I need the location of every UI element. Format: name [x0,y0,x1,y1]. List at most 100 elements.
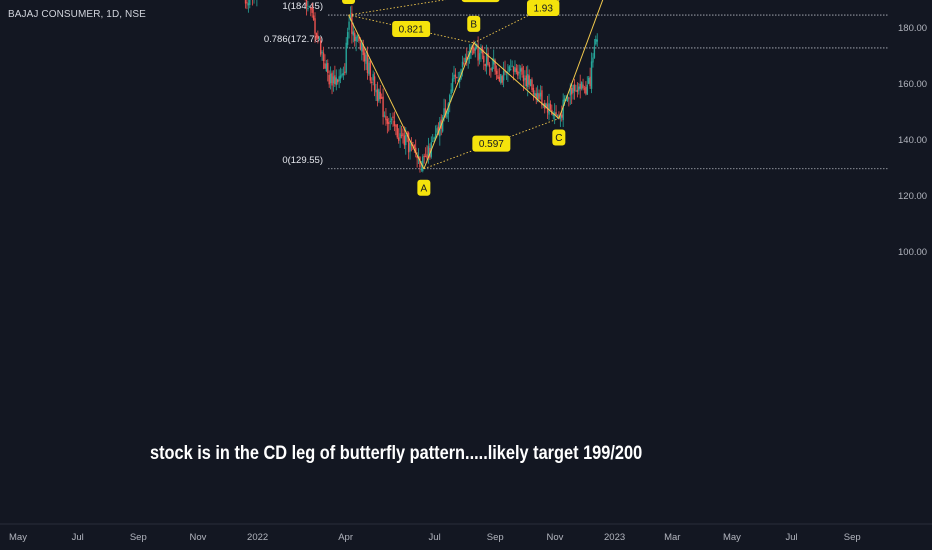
pattern-point-badge [467,15,481,32]
candle-body [351,12,353,34]
candle-body [443,108,445,119]
candle-body [467,58,469,60]
candle-body [585,86,587,94]
candle-body [372,74,374,81]
candle-body [562,99,564,120]
candle-body [319,40,322,55]
candle-body [409,142,411,152]
candle-body [474,48,476,51]
candle-body [524,78,526,80]
candle-body [349,15,352,20]
candle-body [356,36,359,38]
candle-body [519,68,522,72]
candle-body [592,57,594,63]
y-tick-label: 140.00 [898,135,927,146]
candle-body [449,95,451,104]
candle-body [393,120,396,126]
y-tick-label: 180.00 [898,23,927,34]
candle-body [335,77,337,86]
candle-body [517,71,519,76]
candle-body [466,56,468,61]
candle-body [464,57,467,63]
candle-body [310,8,312,10]
candle-body [515,68,518,72]
pattern-point-badge [417,179,431,196]
x-tick-label: 2022 [247,532,268,543]
candle-body [376,89,379,102]
candle-body [595,38,597,45]
candle-body [328,74,330,85]
candle-body [400,135,403,137]
candle-body [497,75,499,79]
candle-body [312,15,315,20]
candle-body [324,63,326,69]
candle-body [534,93,536,96]
candle-body [413,145,415,148]
candle-body [385,116,387,121]
candle-body [539,92,542,97]
candle-body [412,142,414,144]
pattern-ratio-label: 0.821 [399,24,424,35]
candle-body [576,89,579,93]
y-axis: 100.00120.00140.00160.00180.00200.00220.… [898,23,927,258]
x-tick-label: Nov [546,532,563,543]
fib-levels: 1.272(199.40)1(184.45)0.786(172.70)0(129… [264,1,888,170]
candle-body [338,76,340,82]
candle-body [432,140,434,142]
candle-body [461,61,464,68]
candle-body [327,63,329,73]
candle-body [572,84,574,93]
candle-body [363,52,366,62]
candle-body [371,81,373,84]
candle-body [500,74,502,84]
candle-body [346,32,349,45]
candle-body [501,76,503,83]
candle-body [399,133,401,139]
candle-body [388,122,390,125]
candle-body [410,144,413,146]
candle-body [334,75,336,85]
candle-body [590,61,593,89]
candle-body [535,93,537,100]
candle-body [362,44,364,56]
candle-body [427,146,430,157]
candle-body [494,60,496,72]
x-tick-label: Apr [338,532,353,543]
candle-body [433,137,435,140]
candle-body [478,53,481,60]
candle-body [521,67,523,75]
candle-body [512,67,515,72]
candle-body [580,82,583,89]
candle-body [354,32,356,42]
candle-body [322,52,325,61]
candle-body [422,156,424,171]
candle-body [386,119,389,124]
candle-body [468,51,471,59]
candle-body [529,79,532,87]
x-tick-label: Sep [844,532,861,543]
candle-body [249,0,251,5]
candle-body [558,115,560,118]
pattern-point-label: B [470,19,477,30]
pattern-leg-AB [423,42,475,169]
candle-body [423,155,425,157]
chart-annotation-text: stock is in the CD leg of butterfly patt… [150,443,643,464]
candle-body [317,35,319,39]
pattern-leg-XA [348,14,425,169]
candle-body [596,39,598,42]
candle-body [566,95,569,101]
candle-body [451,78,454,92]
candle-body [345,42,347,73]
candle-body [480,49,482,54]
candle-body [318,38,320,40]
candle-body [366,52,369,74]
candle-body [329,73,332,84]
candle-body [458,78,461,82]
pattern-point-label: A [421,183,428,194]
candle-body [490,68,492,70]
pattern-leg-CD [558,0,604,119]
candle-body [390,119,393,121]
candle-body [420,168,423,170]
